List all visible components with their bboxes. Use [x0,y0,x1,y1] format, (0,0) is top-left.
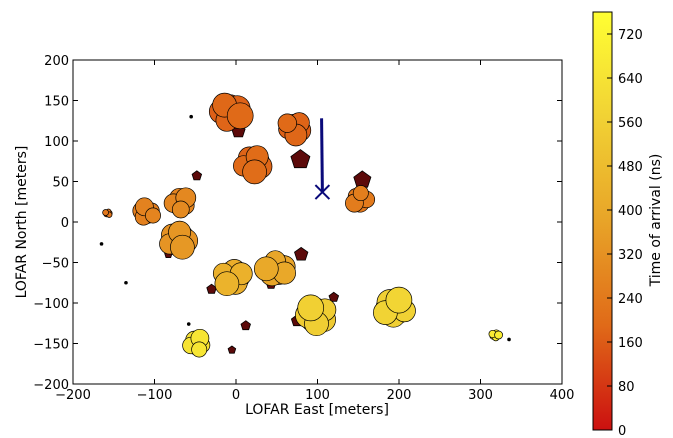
pentagon-marker-11 [328,291,340,302]
colorbar [592,11,613,431]
small-dot-2 [124,280,128,285]
pentagon-marker-3 [191,170,203,181]
y-tick-label-0: −200 [33,378,69,393]
colorbar-tick-label-7: 560 [618,116,643,131]
y-tick-label-4: 0 [61,216,69,231]
colorbar-tick-label-1: 80 [618,380,635,395]
colorbar-label: Time of arrival (ns) [648,154,664,288]
station-12-point-6 [191,341,208,358]
small-dot-0 [189,114,193,119]
y-tick-label-2: −100 [33,297,69,312]
station-8-point-8 [214,271,240,297]
shower-axis-line [320,118,324,193]
x-axis-label: LOFAR East [meters] [245,402,389,418]
colorbar-tick-label-6: 480 [618,160,643,175]
x-tick-label-6: 400 [550,388,575,403]
station-9-point-8 [253,256,279,282]
shower-core-cross [314,184,331,200]
y-tick-label-7: 150 [44,95,69,110]
station-1-point-8 [242,159,267,185]
station-2-point-6 [277,113,297,133]
small-dot-5 [507,337,511,342]
colorbar-tick-label-3: 240 [618,292,643,307]
pentagon-marker-1 [290,149,311,169]
x-tick-label-0: −200 [55,388,91,403]
station-4-point-5 [102,209,109,216]
pentagon-marker-6 [294,246,309,261]
colorbar-tick-label-5: 400 [618,204,643,219]
y-axis-label: LOFAR North [meters] [14,146,30,299]
x-tick-label-5: 300 [468,388,493,403]
colorbar-tick-label-0: 0 [618,424,626,438]
colorbar-tick-label-9: 720 [618,28,643,43]
small-dot-1 [99,242,104,246]
colorbar-tick-label-2: 160 [618,336,643,351]
y-tick-label-5: 50 [52,176,69,191]
station-3-point-6 [352,185,369,202]
station-13-point-5 [494,330,503,340]
colorbar-tick-label-4: 320 [618,248,643,263]
pentagon-marker-9 [240,320,251,331]
y-tick-label-1: −150 [33,338,69,353]
y-tick-label-3: −50 [42,257,69,272]
colorbar-tick-label-8: 640 [618,72,643,87]
y-tick-label-8: 200 [44,54,69,69]
x-tick-label-1: −100 [137,388,173,403]
station-6-point-6 [171,200,190,219]
pentagon-marker-2 [353,170,372,188]
small-dot-3 [186,322,191,326]
x-tick-label-4: 200 [387,388,412,403]
x-tick-label-3: 100 [305,388,330,403]
station-7-point-8 [170,234,195,260]
x-tick-label-2: 0 [232,388,240,403]
y-tick-label-6: 100 [44,135,69,150]
station-5-point-6 [145,207,161,224]
station-0-point-8 [226,102,254,130]
pentagon-marker-12 [227,345,237,354]
station-11-point-8 [385,286,413,314]
station-10-point-8 [297,294,325,322]
